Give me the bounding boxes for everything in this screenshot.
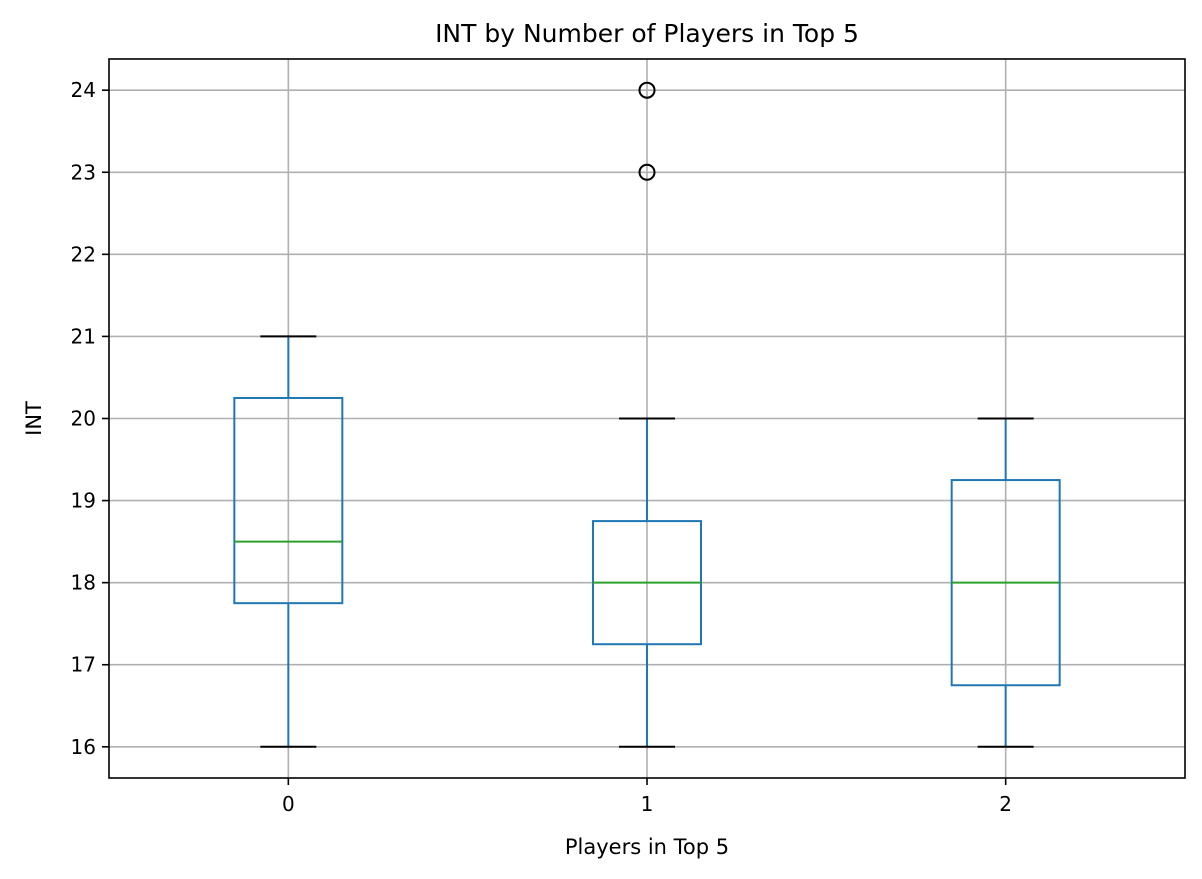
chart-title: INT by Number of Players in Top 5 bbox=[435, 19, 859, 48]
box-group-1 bbox=[592, 81, 702, 748]
y-tick-label: 17 bbox=[71, 653, 96, 677]
y-axis-label: INT bbox=[22, 401, 46, 436]
x-tick-label: 2 bbox=[999, 792, 1012, 816]
y-tick-label: 18 bbox=[71, 571, 96, 595]
iqr-box bbox=[233, 396, 344, 605]
box-group-0 bbox=[233, 335, 344, 748]
y-tick-label: 19 bbox=[71, 489, 96, 513]
x-tick-label: 0 bbox=[282, 792, 295, 816]
boxes-layer bbox=[233, 81, 1061, 748]
outlier-point bbox=[638, 81, 656, 99]
y-tick-label: 20 bbox=[71, 407, 96, 431]
outlier-point bbox=[638, 163, 656, 181]
y-tick-label: 21 bbox=[71, 324, 96, 348]
x-tick-label: 1 bbox=[641, 792, 654, 816]
y-tick-label: 22 bbox=[71, 242, 96, 266]
y-tick-label: 16 bbox=[71, 735, 96, 759]
ticks-layer: 16 17 18 19 20 21 22 23 24 0 1 2 bbox=[71, 78, 1012, 816]
y-tick-label: 24 bbox=[71, 78, 96, 102]
box-group-2 bbox=[950, 417, 1061, 748]
x-axis-label: Players in Top 5 bbox=[565, 835, 729, 859]
y-tick-label: 23 bbox=[71, 160, 96, 184]
